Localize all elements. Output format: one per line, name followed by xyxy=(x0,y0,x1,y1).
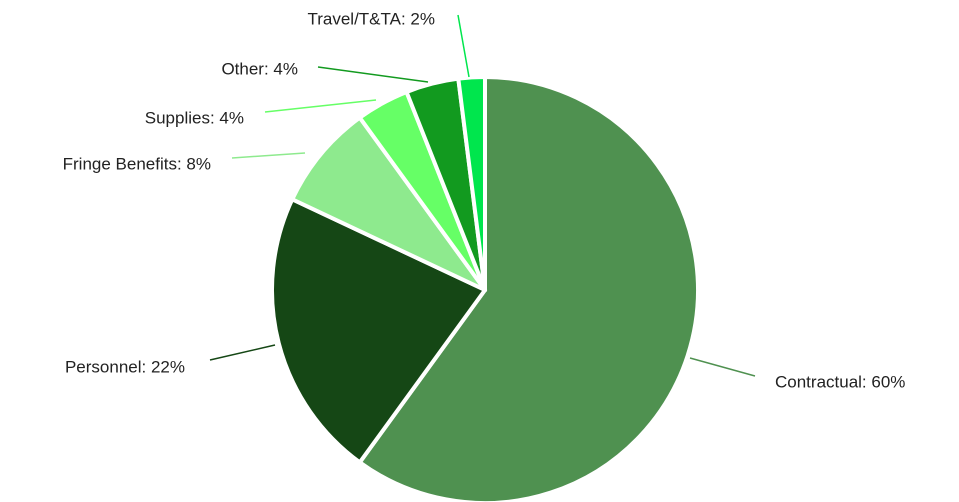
slice-label: Travel/T&TA: 2% xyxy=(307,9,435,28)
leader-line xyxy=(689,357,756,377)
slice-label: Contractual: 60% xyxy=(775,372,905,391)
pie-slice xyxy=(456,75,487,292)
leader-line xyxy=(264,99,377,113)
slice-label: Personnel: 22% xyxy=(65,357,185,376)
slice-label: Fringe Benefits: 8% xyxy=(63,154,211,173)
leader-line xyxy=(317,66,429,83)
leader-line xyxy=(209,344,276,361)
leader-line xyxy=(231,152,306,159)
pie-slice xyxy=(290,115,487,292)
pie-slice xyxy=(357,75,700,502)
slice-label: Supplies: 4% xyxy=(145,108,244,127)
slice-label: Other: 4% xyxy=(221,59,298,78)
leader-line xyxy=(457,14,470,78)
